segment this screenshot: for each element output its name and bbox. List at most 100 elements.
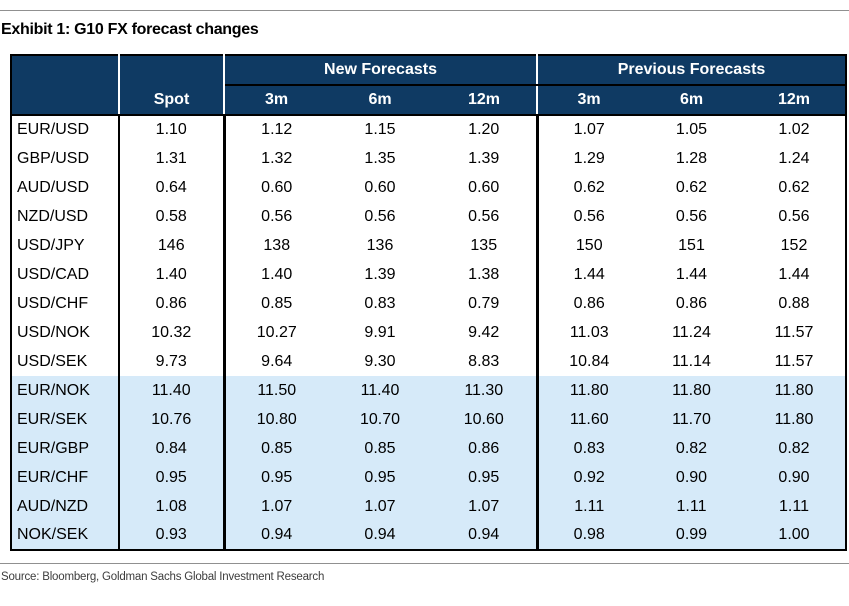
prev-6m-value: 1.11 <box>640 492 743 521</box>
new-6m-value: 0.56 <box>328 202 432 231</box>
fx-forecast-table: Spot New Forecasts Previous Forecasts 3m… <box>10 54 847 551</box>
new-6m-value: 9.91 <box>328 318 432 347</box>
new-3m-value: 0.95 <box>224 463 328 492</box>
table-row-nzd-usd: NZD/USD 0.58 0.56 0.56 0.56 0.56 0.56 0.56 <box>11 202 846 231</box>
currency-pair-label: NZD/USD <box>11 202 120 231</box>
prev-3m-value: 1.11 <box>537 492 640 521</box>
spot-value: 1.40 <box>119 260 226 289</box>
currency-pair-label: EUR/CHF <box>11 463 120 492</box>
group-header-new-forecasts: New Forecasts <box>224 55 537 86</box>
new-3m-value: 0.94 <box>224 521 328 550</box>
spot-value: 0.95 <box>119 463 226 492</box>
prev-6m-value: 0.86 <box>640 289 743 318</box>
prev-3m-value: 0.62 <box>537 173 640 202</box>
new-6m-value: 0.95 <box>328 463 432 492</box>
prev-12m-value: 11.80 <box>743 405 846 434</box>
prev-12m-value: 1.11 <box>743 492 846 521</box>
new-12m-value: 1.20 <box>432 115 539 144</box>
new-12m-value: 10.60 <box>432 405 539 434</box>
new-12m-value: 0.95 <box>432 463 539 492</box>
table-row-nok-sek: NOK/SEK 0.93 0.94 0.94 0.94 0.98 0.99 1.00 <box>11 521 846 550</box>
spot-value: 0.84 <box>119 434 226 463</box>
new-12m-value: 1.07 <box>432 492 539 521</box>
bottom-rule <box>0 563 849 564</box>
currency-pair-label: USD/JPY <box>11 231 120 260</box>
table-row-eur-gbp: EUR/GBP 0.84 0.85 0.85 0.86 0.83 0.82 0.82 <box>11 434 846 463</box>
currency-pair-label: EUR/USD <box>11 115 120 144</box>
prev-3m-value: 0.83 <box>537 434 640 463</box>
new-6m-value: 136 <box>328 231 432 260</box>
new-3m-value: 10.80 <box>224 405 328 434</box>
group-header-row: Spot New Forecasts Previous Forecasts <box>11 55 846 116</box>
table-row-usd-cad: USD/CAD 1.40 1.40 1.39 1.38 1.44 1.44 1.44 <box>11 260 846 289</box>
new-6m-value: 1.39 <box>328 260 432 289</box>
prev-6m-value: 0.99 <box>640 521 743 550</box>
currency-pair-label: GBP/USD <box>11 144 120 173</box>
prev-3m-value: 1.07 <box>537 115 640 144</box>
currency-pair-label: AUD/NZD <box>11 492 120 521</box>
new-6m-value: 1.07 <box>328 492 432 521</box>
exhibit-title: Exhibit 1: G10 FX forecast changes <box>1 21 259 38</box>
new-3m-value: 0.85 <box>224 289 328 318</box>
table-body: EUR/USD 1.10 1.12 1.15 1.20 1.07 1.05 1.02 GBP/U… <box>11 115 846 550</box>
currency-pair-label: EUR/GBP <box>11 434 120 463</box>
table-header: Spot New Forecasts Previous Forecasts 3m… <box>11 55 846 116</box>
prev-12m-value: 0.56 <box>743 202 846 231</box>
prev-12m-value: 0.82 <box>743 434 846 463</box>
new-3m-value: 138 <box>224 231 328 260</box>
new-3m-value: 1.07 <box>224 492 328 521</box>
new-6m-value: 10.70 <box>328 405 432 434</box>
spot-value: 9.73 <box>119 347 226 376</box>
new-6m-value: 1.35 <box>328 144 432 173</box>
prev-12m-value: 11.57 <box>743 347 846 376</box>
new-12m-header: 12m <box>432 84 537 116</box>
new-3m-value: 0.60 <box>224 173 328 202</box>
prev-12m-value: 1.00 <box>743 521 846 550</box>
spot-value: 146 <box>119 231 226 260</box>
new-6m-value: 0.60 <box>328 173 432 202</box>
new-12m-value: 1.38 <box>432 260 539 289</box>
spot-value: 1.31 <box>119 144 226 173</box>
new-12m-value: 9.42 <box>432 318 539 347</box>
prev-3m-value: 0.86 <box>537 289 640 318</box>
prev-6m-value: 1.44 <box>640 260 743 289</box>
new-12m-value: 0.94 <box>432 521 539 550</box>
prev-6m-value: 1.28 <box>640 144 743 173</box>
prev-6m-value: 11.70 <box>640 405 743 434</box>
prev-3m-value: 11.60 <box>537 405 640 434</box>
new-3m-value: 10.27 <box>224 318 328 347</box>
currency-pair-label: USD/NOK <box>11 318 120 347</box>
prev-12m-value: 1.02 <box>743 115 846 144</box>
prev-3m-value: 0.98 <box>537 521 640 550</box>
new-12m-value: 0.60 <box>432 173 539 202</box>
new-3m-value: 9.64 <box>224 347 328 376</box>
spot-value: 0.86 <box>119 289 226 318</box>
table-row-eur-nok: EUR/NOK 11.40 11.50 11.40 11.30 11.80 11.80 11.… <box>11 376 846 405</box>
new-12m-value: 1.39 <box>432 144 539 173</box>
prev-3m-value: 1.29 <box>537 144 640 173</box>
currency-pair-label: USD/CAD <box>11 260 120 289</box>
new-12m-value: 0.56 <box>432 202 539 231</box>
exhibit-page: Exhibit 1: G10 FX forecast changes Spot … <box>0 10 849 606</box>
table-row-eur-sek: EUR/SEK 10.76 10.80 10.70 10.60 11.60 11.70 11.… <box>11 405 846 434</box>
new-3m-value: 1.12 <box>224 115 328 144</box>
table-row-usd-sek: USD/SEK 9.73 9.64 9.30 8.83 10.84 11.14 11.57 <box>11 347 846 376</box>
prev-6m-value: 1.05 <box>640 115 743 144</box>
new-3m-value: 0.56 <box>224 202 328 231</box>
new-3m-value: 1.32 <box>224 144 328 173</box>
table-row-usd-jpy: USD/JPY 146 138 136 135 150 151 152 <box>11 231 846 260</box>
table-row-eur-chf: EUR/CHF 0.95 0.95 0.95 0.95 0.92 0.90 0.90 <box>11 463 846 492</box>
tenor-header-row: 3m 6m 12m 3m 6m 12m <box>11 84 846 116</box>
prev-3m-value: 11.80 <box>537 376 640 405</box>
prev-3m-value: 1.44 <box>537 260 640 289</box>
prev-3m-value: 11.03 <box>537 318 640 347</box>
prev-6m-value: 11.24 <box>640 318 743 347</box>
new-3m-header: 3m <box>224 84 328 116</box>
prev-12m-value: 1.24 <box>743 144 846 173</box>
new-6m-value: 0.94 <box>328 521 432 550</box>
prev-6m-value: 11.14 <box>640 347 743 376</box>
new-6m-value: 11.40 <box>328 376 432 405</box>
currency-pair-label: USD/SEK <box>11 347 120 376</box>
new-6m-header: 6m <box>328 84 432 116</box>
prev-6m-value: 151 <box>640 231 743 260</box>
